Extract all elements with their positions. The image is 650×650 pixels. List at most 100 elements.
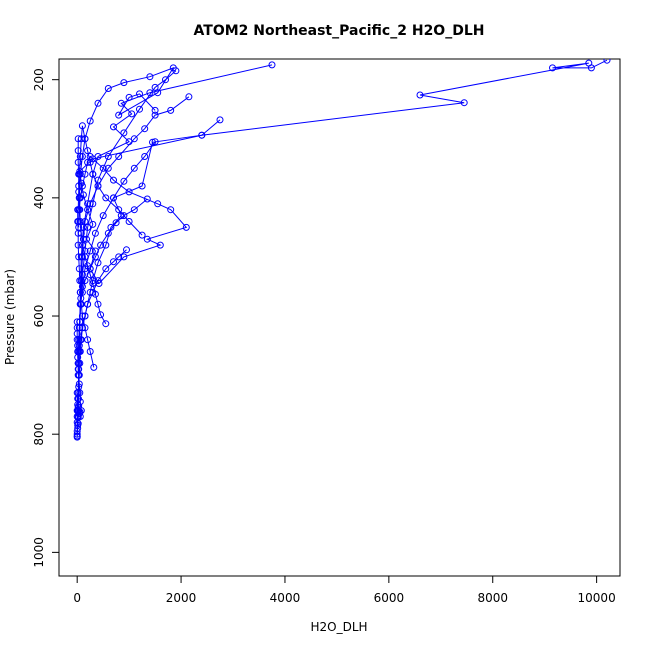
data-point xyxy=(91,253,99,261)
data-point xyxy=(141,153,149,160)
data-point xyxy=(185,93,193,101)
data-point xyxy=(460,99,468,107)
data-point xyxy=(94,153,102,160)
data-point xyxy=(130,164,138,172)
data-point xyxy=(110,123,117,131)
data-point xyxy=(81,135,89,143)
data-point xyxy=(216,116,224,124)
data-point xyxy=(78,312,86,320)
data-point xyxy=(125,218,133,225)
data-point xyxy=(146,89,154,97)
data-point xyxy=(78,241,86,249)
data-point xyxy=(146,73,154,81)
data-point xyxy=(143,195,151,203)
data-point xyxy=(89,200,97,208)
y-tick-label: 200 xyxy=(32,68,46,91)
data-point xyxy=(74,414,82,422)
data-point xyxy=(75,170,83,178)
data-point xyxy=(84,336,92,344)
data-point xyxy=(102,320,110,328)
x-axis: 0 2000 4000 6000 8000 10000 xyxy=(73,575,616,605)
x-tick-label: 10000 xyxy=(578,591,616,605)
x-tick-label: 6000 xyxy=(374,591,405,605)
x-tick-label: 2000 xyxy=(166,591,197,605)
data-point xyxy=(84,147,92,155)
data-point xyxy=(268,61,276,69)
data-point xyxy=(120,79,128,87)
data-point xyxy=(90,363,98,371)
data-point xyxy=(112,219,120,227)
data-point xyxy=(115,206,123,214)
data-point xyxy=(73,318,81,326)
data-point xyxy=(75,194,83,202)
series-line-1 xyxy=(78,59,608,285)
y-tick-label: 400 xyxy=(32,186,46,209)
data-point xyxy=(94,182,102,190)
data-point xyxy=(162,76,169,84)
data-point xyxy=(136,90,143,98)
data-point xyxy=(74,421,82,429)
data-point xyxy=(172,67,180,75)
data-point xyxy=(89,170,97,178)
data-point xyxy=(94,300,102,308)
data-point xyxy=(76,277,84,285)
y-axis: 200 400 600 800 1000 xyxy=(32,68,60,568)
data-point xyxy=(74,147,82,155)
data-point xyxy=(97,241,105,249)
data-point xyxy=(104,85,112,92)
data-point xyxy=(198,131,206,139)
data-point xyxy=(156,241,164,249)
data-point xyxy=(74,206,82,214)
data-point xyxy=(151,138,159,146)
data-point xyxy=(74,135,82,143)
y-tick-label: 1000 xyxy=(32,537,46,568)
data-point xyxy=(125,188,133,196)
data-point xyxy=(75,380,83,388)
data-point xyxy=(73,389,81,397)
data-point xyxy=(102,265,110,273)
data-point xyxy=(75,265,83,273)
data-point xyxy=(94,277,102,285)
series-line-9 xyxy=(79,198,148,305)
data-point xyxy=(115,111,123,119)
data-point xyxy=(151,83,159,91)
data-point xyxy=(117,99,125,107)
series-line-15 xyxy=(76,405,81,437)
data-point xyxy=(120,177,128,185)
data-point xyxy=(125,93,133,101)
series-line-8 xyxy=(77,125,143,236)
data-point xyxy=(76,288,84,296)
data-point xyxy=(99,164,107,172)
data-point xyxy=(81,324,89,332)
data-point xyxy=(81,218,89,225)
series-line-10 xyxy=(78,249,127,364)
data-point xyxy=(86,117,94,125)
y-tick-label: 600 xyxy=(32,305,46,328)
plot-frame xyxy=(58,58,621,577)
data-point xyxy=(182,223,190,231)
data-point xyxy=(78,122,86,130)
data-point xyxy=(123,246,130,254)
data-point xyxy=(104,164,112,172)
data-point xyxy=(76,153,84,160)
data-point xyxy=(110,258,117,266)
data-point xyxy=(89,220,97,228)
data-point xyxy=(99,212,107,220)
data-point xyxy=(76,206,84,214)
series-line-12 xyxy=(77,209,95,368)
data-point xyxy=(110,194,117,202)
data-point xyxy=(89,280,97,287)
data-point xyxy=(74,218,82,225)
plot-area xyxy=(73,59,611,441)
data-point xyxy=(120,212,128,220)
data-point xyxy=(104,229,112,237)
data-point xyxy=(74,158,82,166)
data-point xyxy=(86,348,94,355)
data-point xyxy=(130,206,138,214)
data-point xyxy=(75,253,83,261)
data-point xyxy=(151,106,159,114)
data-point xyxy=(102,194,110,202)
data-point xyxy=(136,105,143,113)
y-axis-label: Pressure (mbar) xyxy=(3,269,17,365)
